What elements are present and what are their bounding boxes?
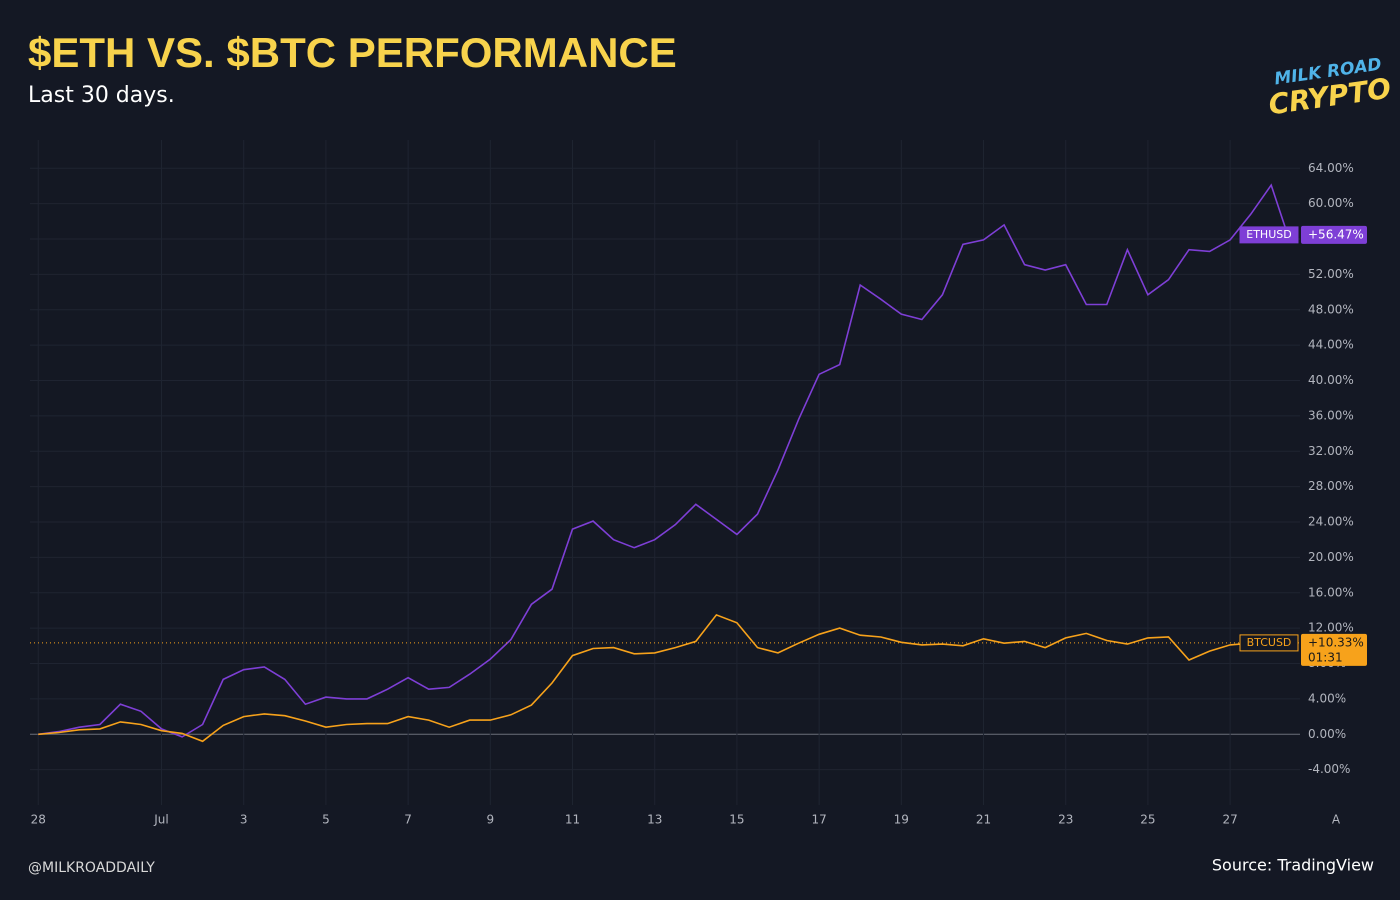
y-tick-label: 24.00% [1308, 515, 1354, 529]
y-tick-label: 52.00% [1308, 267, 1354, 281]
x-tick-label: 5 [322, 813, 330, 827]
x-tick-label: 7 [404, 813, 412, 827]
y-tick-label: -4.00% [1308, 762, 1350, 776]
y-tick-label: 48.00% [1308, 302, 1354, 316]
y-tick-label: 44.00% [1308, 338, 1354, 352]
x-tick-label: 21 [976, 813, 991, 827]
y-tick-label: 32.00% [1308, 444, 1354, 458]
x-tick-label: 13 [647, 813, 662, 827]
y-tick-label: 28.00% [1308, 479, 1354, 493]
name-tag [1239, 634, 1299, 652]
chart-subtitle: Last 30 days. [28, 83, 175, 108]
x-tick-label: Jul [153, 813, 168, 827]
y-tick-label: 64.00% [1308, 161, 1354, 175]
series-line [38, 613, 1288, 743]
y-tick-label: 60.00% [1308, 196, 1354, 210]
x-tick-label: 27 [1222, 813, 1237, 827]
value-label: +56.47% [1308, 227, 1364, 241]
y-tick-label: 40.00% [1308, 373, 1354, 387]
value-tag [1301, 225, 1367, 244]
x-tick-label: 23 [1058, 813, 1073, 827]
footer-left: @MILKROADDAILY [28, 860, 155, 876]
y-tick-label: 4.00% [1308, 691, 1346, 705]
plot-area [30, 140, 1300, 805]
y-tick-label: 20.00% [1308, 550, 1354, 564]
value-tag [1301, 633, 1367, 666]
x-tick-label: 15 [729, 813, 744, 827]
series-line [38, 183, 1289, 738]
value-label: +10.33% [1308, 635, 1364, 649]
x-tick-label: 25 [1140, 813, 1155, 827]
x-tick-label: 9 [487, 813, 495, 827]
chart-title: $ETH VS. $BTC PERFORMANCE [28, 29, 677, 76]
x-tick-label: 3 [240, 813, 248, 827]
x-tick-label: 28 [31, 813, 46, 827]
y-tick-label: 12.00% [1308, 621, 1354, 635]
y-tick-label: 0.00% [1308, 727, 1346, 741]
series-name: ETHUSD [1246, 228, 1291, 241]
series-name: BTCUSD [1247, 636, 1292, 649]
y-tick-label: 36.00% [1308, 408, 1354, 422]
x-tick-label: 19 [894, 813, 909, 827]
x-tick-label: 17 [811, 813, 826, 827]
y-tick-label: 16.00% [1308, 585, 1354, 599]
x-tick-label: 11 [565, 813, 580, 827]
auto-scale[interactable]: A [1332, 813, 1341, 827]
name-tag [1239, 226, 1299, 244]
countdown: 01:31 [1308, 650, 1343, 664]
footer-right: Source: TradingView [1212, 856, 1374, 875]
